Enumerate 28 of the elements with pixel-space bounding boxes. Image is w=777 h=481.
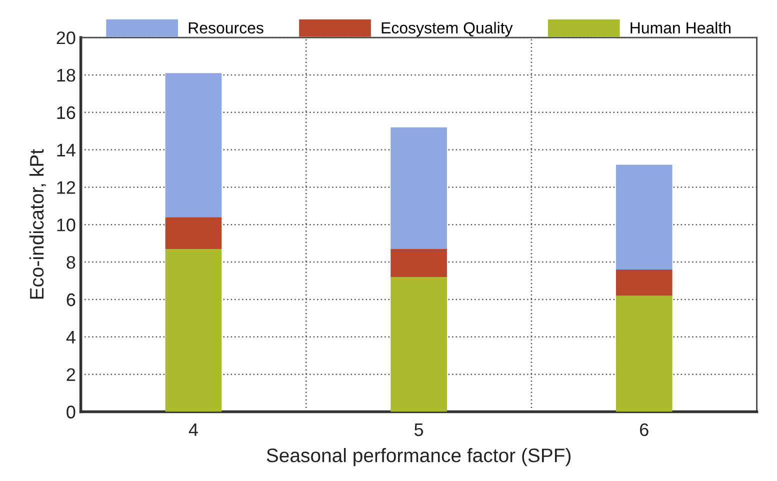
y-tick-label: 18	[57, 68, 76, 82]
bar	[390, 248, 447, 278]
y-tick-label: 10	[57, 218, 76, 232]
y-tick-label: 8	[66, 256, 76, 269]
x-tick-label: 4	[188, 424, 198, 436]
legend-label: Human Health	[630, 22, 730, 34]
bar	[616, 164, 672, 270]
y-tick-label: 6	[66, 293, 76, 306]
y-tick-label: 14	[57, 144, 76, 156]
bar	[165, 248, 222, 412]
y-tick-label: 4	[66, 331, 76, 344]
bar	[616, 296, 672, 412]
bar	[390, 127, 447, 249]
bar	[390, 277, 447, 412]
y-tick-label: 2	[66, 368, 76, 381]
y-tick-label: 20	[56, 31, 76, 44]
x-tick-label: 6	[640, 423, 648, 436]
y-tick-label: 16	[57, 106, 76, 120]
x-tick-label: 5	[414, 424, 424, 436]
y-axis-title: Eco-indicator, kPt	[29, 149, 46, 299]
y-tick-label: 0	[66, 406, 76, 418]
y-tick-label: 12	[57, 181, 76, 194]
bar	[616, 270, 672, 296]
legend-label: Resources	[188, 22, 264, 34]
x-axis-title: Seasonal performance factor (SPF)	[266, 448, 571, 466]
bar	[165, 73, 222, 218]
legend-label: Ecosystem Quality	[382, 22, 513, 37]
bar	[165, 217, 222, 249]
